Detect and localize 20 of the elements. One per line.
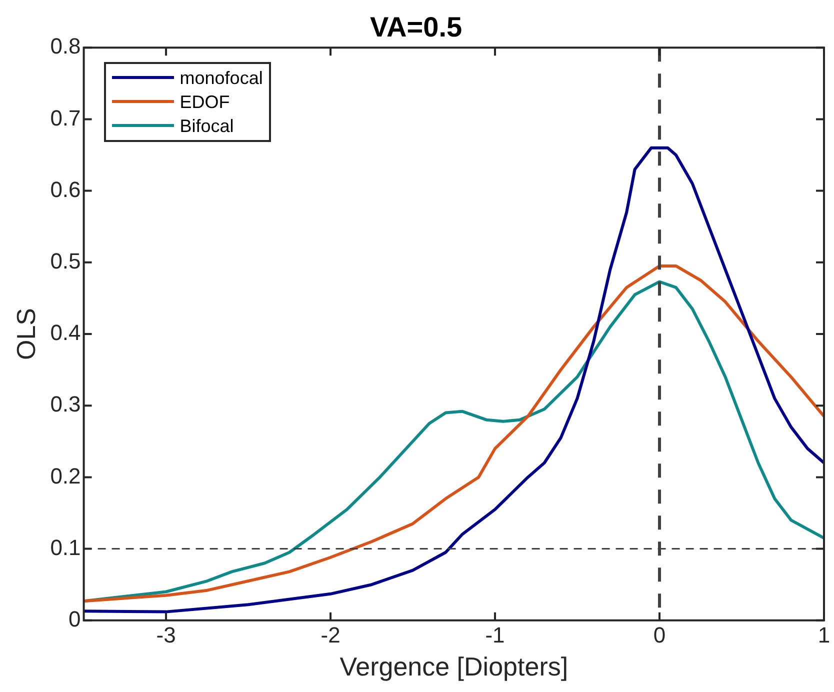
y-tick-label: 0.2: [50, 463, 81, 488]
y-tick-label: 0.1: [50, 534, 81, 560]
legend-label: EDOF: [180, 90, 230, 114]
x-tick-label: -3: [156, 622, 176, 648]
chart-title: VA=0.5: [370, 12, 462, 43]
x-tick-label: -1: [485, 622, 505, 648]
x-axis-title: Vergence [Diopters]: [340, 652, 568, 682]
legend-label: Bifocal: [180, 114, 234, 138]
y-tick-label: 0.4: [50, 320, 81, 346]
x-tick-label: 1: [818, 622, 830, 648]
y-tick-label: 0.6: [50, 176, 81, 202]
y-tick-label: 0.8: [50, 34, 81, 59]
x-tick-label: -2: [320, 622, 340, 648]
y-tick-label: 0.7: [50, 105, 81, 130]
legend-label: monofocal: [180, 66, 263, 90]
y-tick-label: 0: [68, 606, 81, 632]
y-axis-title: OLS: [10, 308, 41, 360]
x-tick-label: 0: [653, 622, 666, 648]
y-tick-label: 0.5: [50, 248, 81, 274]
y-tick-label: 0.3: [50, 392, 81, 417]
